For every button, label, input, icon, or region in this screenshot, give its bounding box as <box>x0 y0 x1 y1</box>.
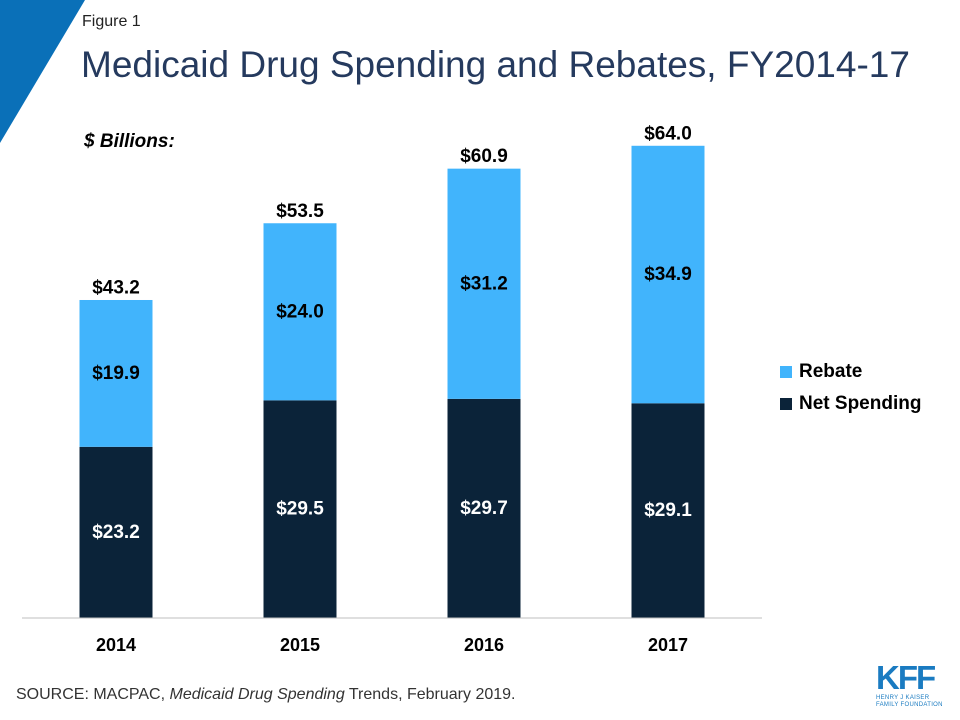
source-note: SOURCE: MACPAC, Medicaid Drug Spending T… <box>16 686 515 704</box>
logo-line-1: HENRY J KAISER <box>876 695 930 701</box>
bars-layer <box>79 145 705 618</box>
bar-rebate-2014 <box>79 299 153 447</box>
x-tick-label-2017: 2017 <box>648 635 688 655</box>
legend-swatch-net-spending <box>780 398 792 410</box>
total-label-2016: $60.9 <box>460 146 508 167</box>
unit-label: $ Billions: <box>84 131 175 152</box>
labels-layer: $23.2 $19.9 $43.2 2014 $29.5 $24.0 $53.5 2015 $2… <box>92 123 692 655</box>
source-italic: Medicaid Drug Spending <box>169 686 345 703</box>
kff-logo: KFF HENRY J KAISER FAMILY FOUNDATION <box>876 661 946 709</box>
value-label-net-spending-2014: $23.2 <box>92 522 140 543</box>
bar-net-spending-2015 <box>263 400 337 618</box>
figure-label: Figure 1 <box>82 13 141 30</box>
x-tick-label-2015: 2015 <box>280 635 320 655</box>
total-label-2014: $43.2 <box>92 277 140 298</box>
bar-rebate-2017 <box>631 145 705 404</box>
bar-rebate-2016 <box>447 168 521 399</box>
legend: Rebate Net Spending <box>780 356 921 420</box>
x-tick-label-2016: 2016 <box>464 635 504 655</box>
source-prefix: SOURCE: MACPAC, <box>16 686 170 703</box>
total-label-2017: $64.0 <box>644 123 692 144</box>
value-label-net-spending-2015: $29.5 <box>276 499 324 520</box>
value-label-net-spending-2017: $29.1 <box>644 500 692 521</box>
value-label-rebate-2015: $24.0 <box>276 301 324 322</box>
legend-label-rebate: Rebate <box>799 361 863 382</box>
bar-net-spending-2016 <box>447 398 521 618</box>
corner-accent <box>0 0 85 143</box>
bar-net-spending-2014 <box>79 446 153 618</box>
source-suffix: Trends, February 2019. <box>344 686 516 703</box>
value-label-net-spending-2016: $29.7 <box>460 498 508 519</box>
legend-swatch-rebate <box>780 366 792 378</box>
x-tick-label-2014: 2014 <box>96 635 136 655</box>
chart-title: Medicaid Drug Spending and Rebates, FY20… <box>81 44 910 85</box>
logo-word: KFF <box>876 659 936 696</box>
value-label-rebate-2017: $34.9 <box>644 264 692 285</box>
legend-item-net-spending: Net Spending <box>780 388 921 420</box>
logo-line-2: FAMILY FOUNDATION <box>876 702 943 708</box>
legend-label-net-spending: Net Spending <box>799 393 922 414</box>
bar-rebate-2015 <box>263 223 337 401</box>
bar-net-spending-2017 <box>631 403 705 618</box>
total-label-2015: $53.5 <box>276 201 324 222</box>
value-label-rebate-2014: $19.9 <box>92 363 140 384</box>
legend-item-rebate: Rebate <box>780 356 921 388</box>
value-label-rebate-2016: $31.2 <box>460 273 508 294</box>
